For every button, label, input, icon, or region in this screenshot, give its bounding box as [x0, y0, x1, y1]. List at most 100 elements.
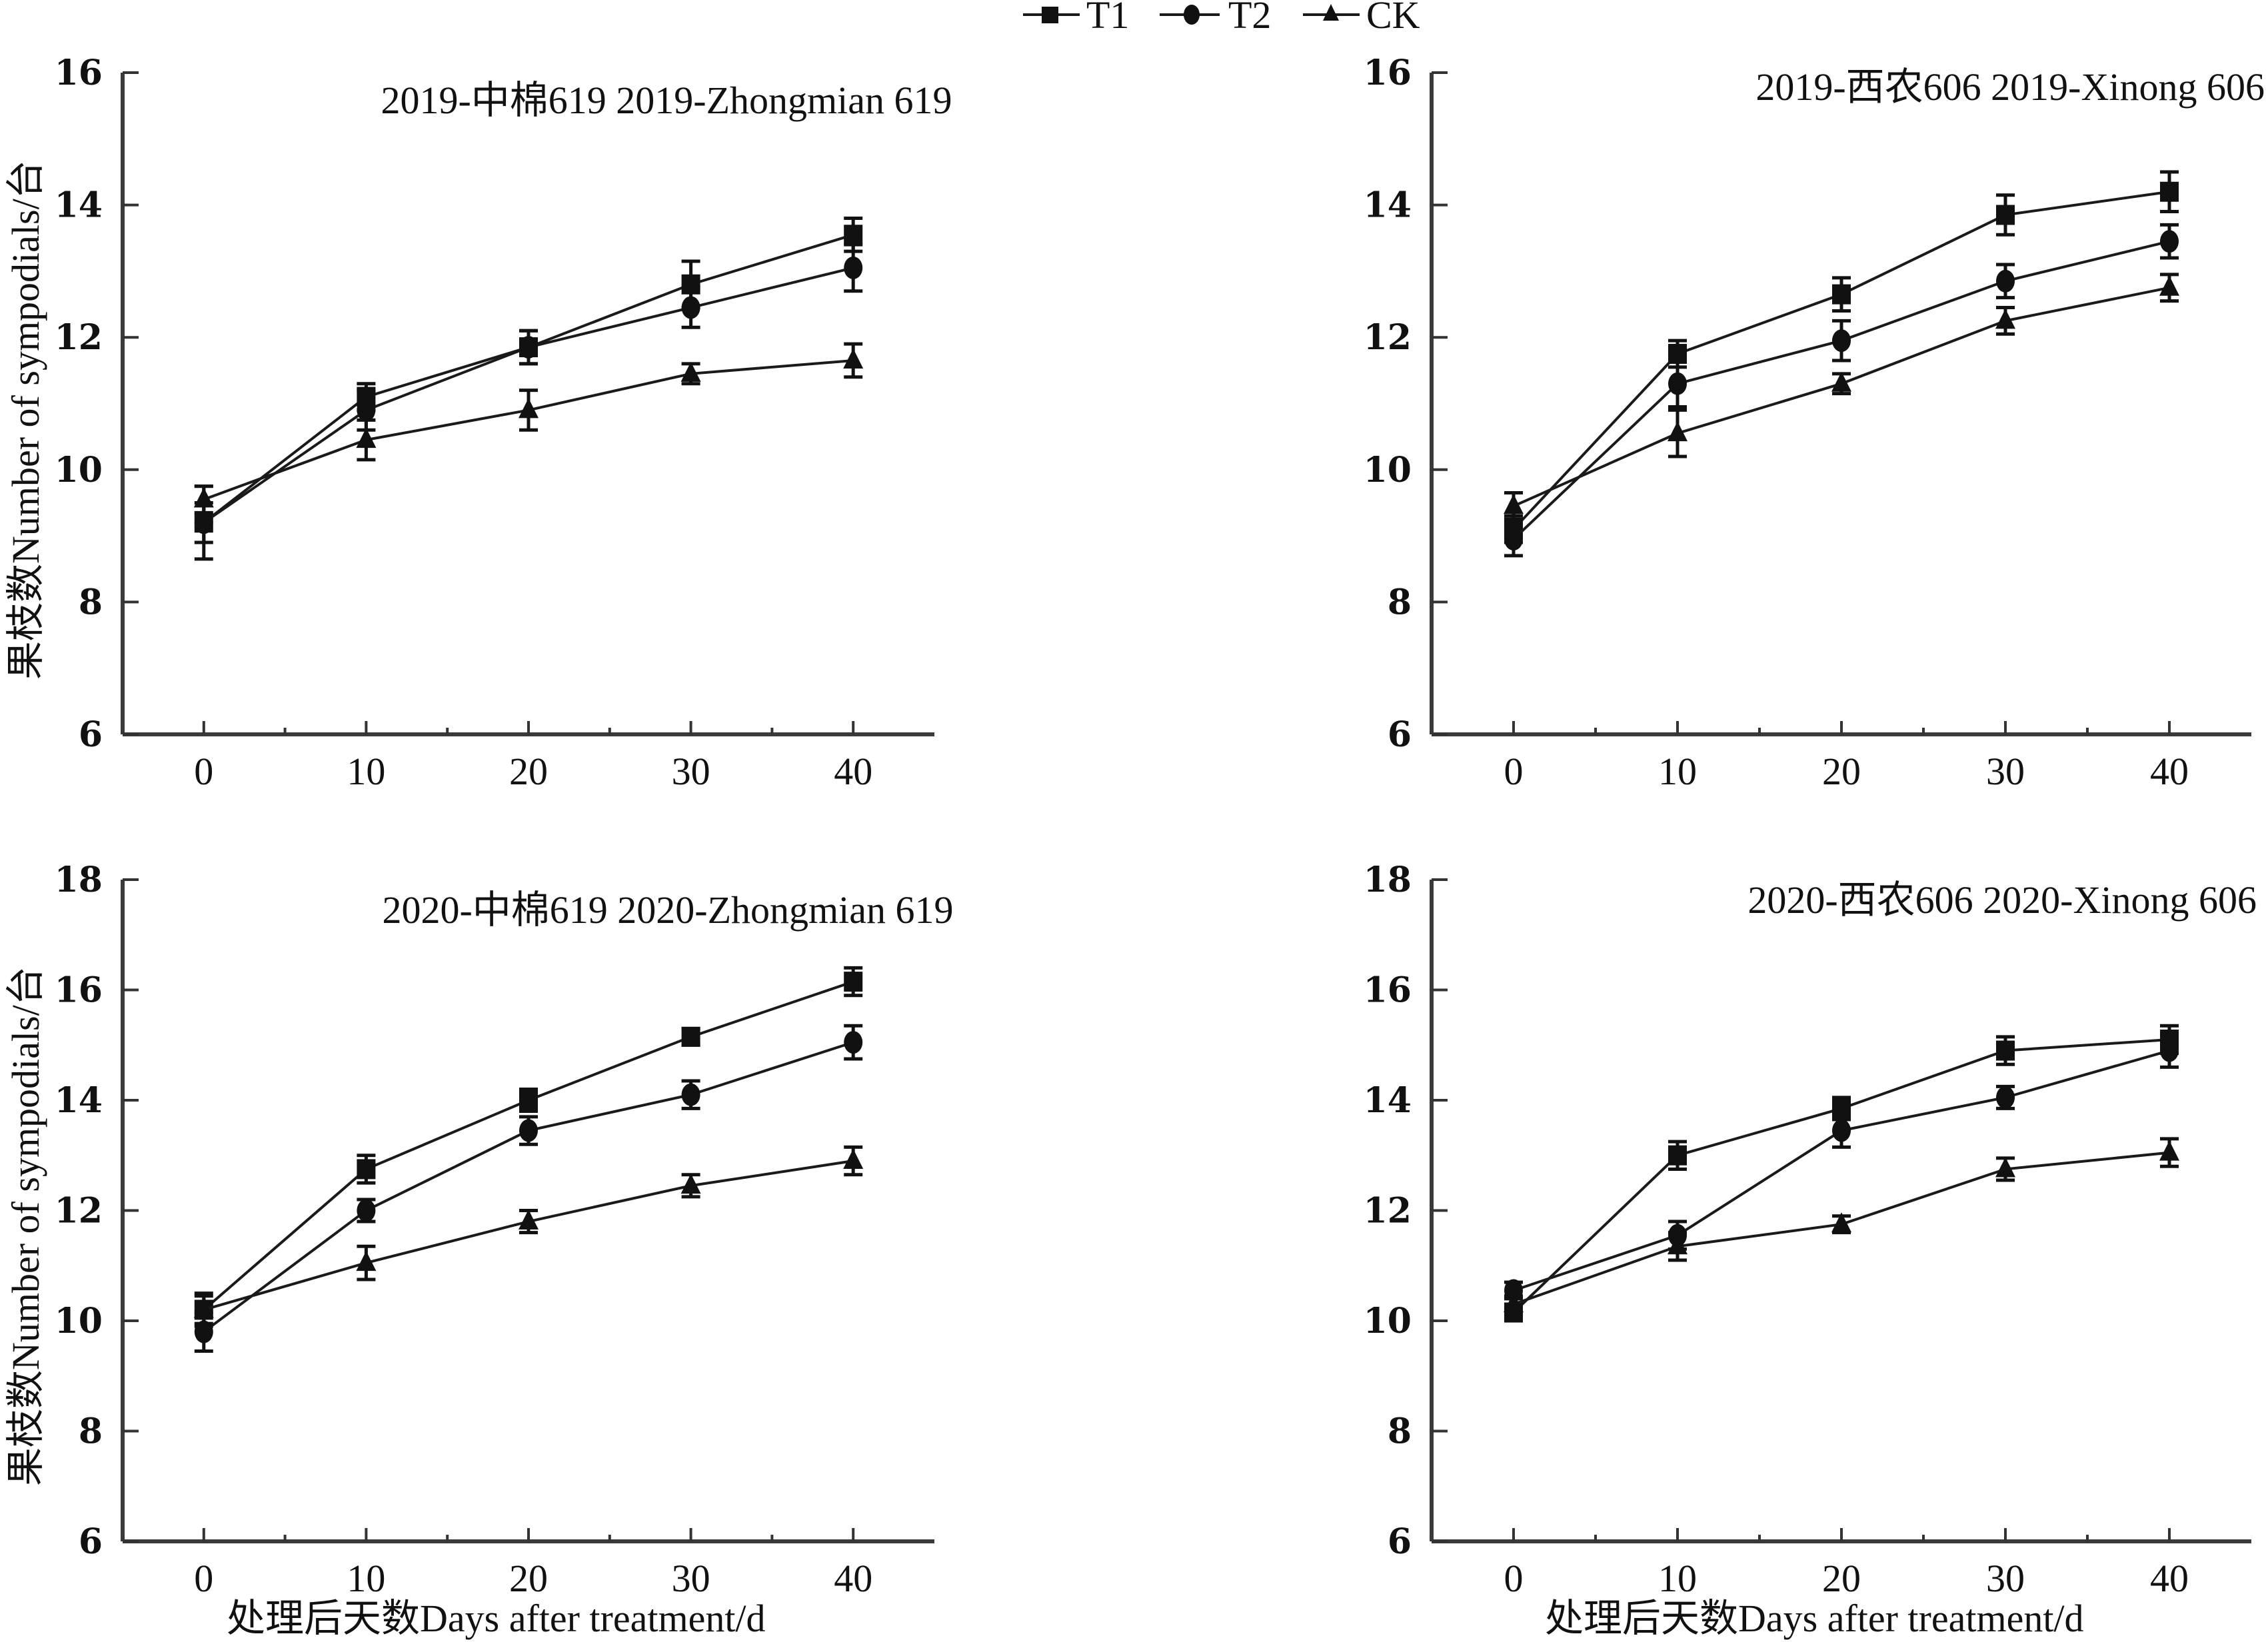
data-point-triangle: [2159, 275, 2179, 296]
series-t2: [194, 243, 863, 561]
x-tick-label: 40: [834, 1557, 872, 1600]
data-point-triangle: [193, 487, 214, 508]
y-tick-label: 10: [1364, 450, 1412, 490]
y-tick-label: 16: [55, 970, 103, 1011]
x-tick-label: 20: [1822, 1557, 1861, 1600]
data-point-triangle: [1995, 309, 2015, 329]
series-t1: [1504, 1024, 2179, 1323]
legend-marker-triangle-icon: [1323, 4, 1339, 21]
data-point-triangle: [680, 1174, 701, 1194]
data-point-square: [844, 972, 863, 992]
x-tick-label: 20: [509, 750, 548, 793]
data-point-square: [1832, 284, 1851, 305]
data-point-circle: [1996, 269, 2015, 293]
data-point-circle: [194, 511, 213, 534]
panel-2: 6 8 10 12 14 16 0 10 20 30 40 2019-西农606 2019-Xinon…: [1364, 53, 2265, 793]
x-tick-label: 0: [1504, 750, 1524, 793]
series-line-t2: [1513, 1049, 2170, 1292]
panel-4: 6 8 10 12 14 16 18 0 10 20 30 40 2020-西农606 2020-Xin…: [1364, 860, 2257, 1600]
x-tick-label: 40: [2150, 1557, 2189, 1600]
series-t2: [194, 1024, 863, 1353]
y-tick-label: 12: [1364, 317, 1412, 358]
y-tick-label: 6: [79, 1521, 103, 1562]
legend-entry-ck: CK: [1303, 0, 1420, 37]
series-t1: [194, 966, 863, 1328]
series-ck: [193, 1145, 864, 1325]
y-tick-label: 10: [55, 1301, 103, 1341]
y-tick-label: 6: [1388, 714, 1412, 755]
x-tick-label: 30: [672, 750, 710, 793]
data-point-circle: [681, 296, 700, 319]
y-tick-label: 14: [55, 185, 103, 226]
data-point-triangle: [1504, 1292, 1524, 1313]
data-point-square: [519, 1090, 538, 1110]
data-point-triangle: [519, 398, 539, 418]
data-point-square: [1996, 205, 2015, 225]
data-point-triangle: [2159, 1140, 2179, 1161]
data-point-circle: [2160, 1039, 2179, 1062]
data-point-circle: [357, 399, 376, 422]
y-tick-label: 16: [1364, 53, 1412, 93]
y-tick-label: 14: [1364, 185, 1412, 226]
data-point-circle: [519, 1119, 538, 1142]
legend-label-t1: T1: [1086, 0, 1129, 37]
y-tick-label: 6: [1388, 1521, 1412, 1562]
y-tick-label: 8: [79, 582, 103, 622]
legend-marker-square-icon: [1042, 7, 1058, 23]
series-line-t1: [1512, 1038, 2170, 1314]
x-tick-label: 40: [2150, 750, 2189, 793]
panel-title: 2019-西农606 2019-Xinong 606: [1755, 65, 2265, 109]
data-point-circle: [194, 1320, 213, 1343]
y-tick-label: 8: [1388, 582, 1412, 622]
y-tick-label: 16: [55, 53, 103, 93]
y-tick-label: 18: [1364, 860, 1412, 900]
data-point-triangle: [843, 348, 864, 369]
y-tick-label: 8: [1388, 1411, 1412, 1452]
data-point-circle: [519, 336, 538, 359]
series-ck: [1504, 1137, 2179, 1315]
data-point-triangle: [193, 1297, 214, 1318]
x-tick-label: 0: [1504, 1557, 1524, 1600]
data-point-circle: [2160, 230, 2179, 253]
x-tick-label: 10: [347, 1557, 385, 1600]
y-tick-label: 14: [55, 1080, 103, 1121]
y-tick-label: 16: [1364, 970, 1412, 1011]
data-point-circle: [844, 1031, 863, 1054]
data-point-circle: [1996, 1086, 2015, 1109]
y-axis-title-bottom: 果枝数Number of sympodials/台: [4, 966, 47, 1486]
y-tick-label: 8: [79, 1411, 103, 1452]
panel-title: 2020-中棉619 2020-Zhongmian 619: [382, 888, 953, 932]
data-point-triangle: [519, 1210, 539, 1230]
data-point-triangle: [1995, 1157, 2015, 1178]
x-tick-label: 10: [347, 750, 385, 793]
series-line-t1: [203, 233, 854, 524]
data-point-circle: [681, 1083, 700, 1106]
legend-label-t2: T2: [1228, 0, 1271, 37]
panel-title: 2019-中棉619 2019-Zhongmian 619: [381, 79, 952, 122]
data-point-triangle: [356, 1251, 377, 1271]
data-point-circle: [1832, 1119, 1851, 1142]
x-axis-title-left: 处理后天数Days after treatment/d: [227, 1597, 766, 1640]
data-point-triangle: [1831, 371, 1851, 392]
y-axis-title-top: 果枝数Number of sympodials/台: [4, 160, 47, 680]
x-tick-label: 30: [672, 1557, 710, 1600]
x-tick-label: 0: [194, 750, 213, 793]
data-point-circle: [357, 1199, 376, 1222]
data-point-circle: [1668, 372, 1687, 395]
data-point-square: [844, 225, 863, 245]
panel-1: 6 8 10 12 14 16 0 10 20 30 40 2019-中棉619 2019-Zhong…: [55, 53, 952, 793]
x-tick-label: 40: [834, 750, 872, 793]
legend: T1 T2 CK: [1023, 0, 1420, 37]
data-point-square: [1668, 1145, 1687, 1166]
data-point-circle: [1832, 329, 1851, 353]
data-point-triangle: [356, 428, 377, 448]
data-point-square: [2160, 181, 2179, 202]
data-point-square: [1996, 1040, 2015, 1061]
series-line-t2: [203, 1041, 854, 1333]
y-tick-label: 10: [55, 450, 103, 490]
x-tick-label: 0: [194, 1557, 213, 1600]
x-tick-label: 30: [1986, 1557, 2025, 1600]
x-tick-label: 20: [1822, 750, 1861, 793]
y-tick-label: 12: [1364, 1191, 1412, 1232]
series-ck: [193, 342, 864, 514]
